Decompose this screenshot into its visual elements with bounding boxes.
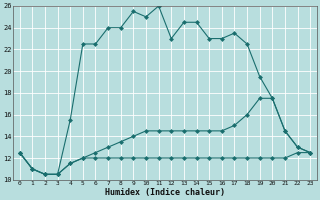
X-axis label: Humidex (Indice chaleur): Humidex (Indice chaleur) (105, 188, 225, 197)
